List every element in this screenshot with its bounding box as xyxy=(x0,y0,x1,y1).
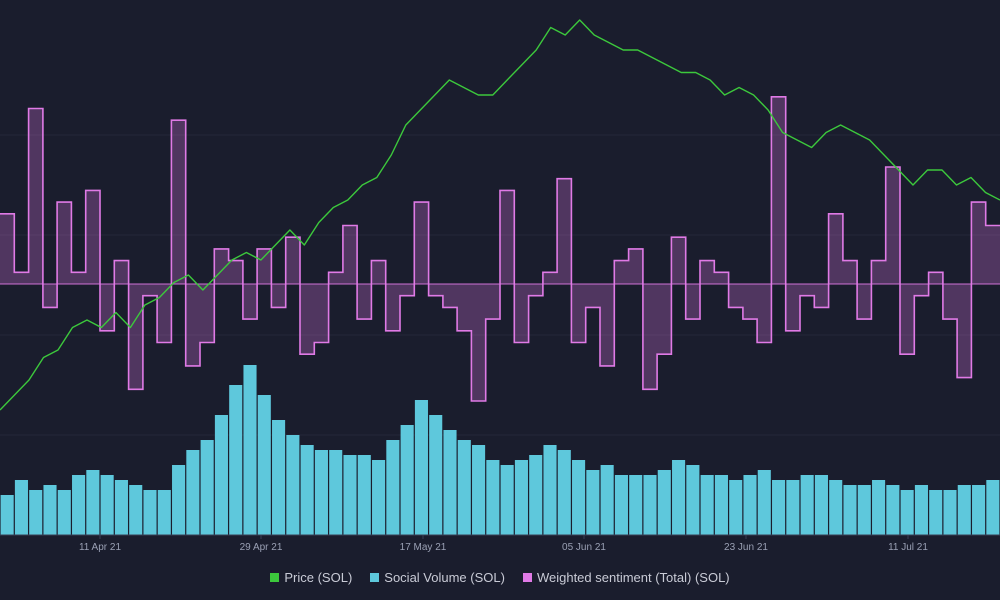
social-volume-bar xyxy=(800,475,814,535)
social-volume-bars xyxy=(0,365,1000,535)
social-volume-bar xyxy=(857,485,871,535)
legend: Price (SOL) Social Volume (SOL) Weighted… xyxy=(0,566,1000,588)
social-volume-bar xyxy=(114,480,128,535)
social-volume-bar xyxy=(657,470,671,535)
legend-swatch-weighted-sentiment xyxy=(522,572,532,582)
chart-plot[interactable]: 11 Apr 21 29 Apr 21 17 May 21 05 Jun 21 23 J… xyxy=(0,0,1000,560)
social-volume-bar xyxy=(872,480,886,535)
social-volume-bar xyxy=(172,465,186,535)
social-volume-bar xyxy=(814,475,828,535)
social-volume-bar xyxy=(357,455,371,535)
social-volume-bar xyxy=(0,495,14,535)
legend-label-price: Price (SOL) xyxy=(284,569,353,585)
social-volume-bar xyxy=(143,490,157,535)
legend-label-weighted-sentiment: Weighted sentiment (Total) (SOL) xyxy=(536,569,730,585)
legend-item-social-volume[interactable]: Social Volume (SOL) xyxy=(370,570,505,585)
social-volume-bar xyxy=(914,485,928,535)
social-volume-bar xyxy=(457,440,471,535)
social-volume-bar xyxy=(957,485,971,535)
social-volume-bar xyxy=(157,490,171,535)
social-volume-bar xyxy=(100,475,114,535)
social-volume-bar xyxy=(386,440,400,535)
social-volume-bar xyxy=(300,445,314,535)
legend-swatch-price xyxy=(270,572,280,582)
social-volume-bar xyxy=(500,465,514,535)
social-volume-bar xyxy=(14,480,28,535)
social-volume-bar xyxy=(700,475,714,535)
legend-item-weighted-sentiment[interactable]: Weighted sentiment (Total) (SOL) xyxy=(522,569,730,585)
social-volume-bar xyxy=(786,480,800,535)
x-tick-label: 17 May 21 xyxy=(400,542,447,553)
social-volume-bar xyxy=(429,415,443,535)
social-volume-bar xyxy=(72,475,86,535)
social-volume-bar xyxy=(929,490,943,535)
social-volume-bar xyxy=(514,460,528,535)
social-volume-bar xyxy=(43,485,57,535)
social-volume-bar xyxy=(943,490,957,535)
social-volume-bar xyxy=(229,385,243,535)
social-volume-bar xyxy=(600,465,614,535)
legend-label-social-volume: Social Volume (SOL) xyxy=(384,569,505,585)
social-volume-bar xyxy=(572,460,586,535)
social-volume-bar xyxy=(643,475,657,535)
social-volume-bar xyxy=(986,480,1000,535)
sentiment-area xyxy=(0,96,1000,402)
social-volume-bar xyxy=(129,485,143,535)
social-volume-bar xyxy=(329,450,343,535)
social-volume-bar xyxy=(829,480,843,535)
x-tick-label: 05 Jun 21 xyxy=(562,542,606,553)
social-volume-bar xyxy=(900,490,914,535)
price-line-layer xyxy=(0,19,1000,411)
social-volume-bar xyxy=(272,420,286,535)
social-volume-bar xyxy=(186,450,200,535)
price-line xyxy=(0,19,1000,411)
social-volume-bar xyxy=(200,440,214,535)
social-volume-bar xyxy=(86,470,100,535)
social-volume-bar xyxy=(543,445,557,535)
grid-lines xyxy=(0,134,1000,436)
social-volume-bar xyxy=(686,465,700,535)
social-volume-bar xyxy=(729,480,743,535)
social-volume-bar xyxy=(343,455,357,535)
social-volume-bar xyxy=(886,485,900,535)
social-volume-bar xyxy=(286,435,300,535)
social-volume-bar xyxy=(372,460,386,535)
social-volume-bar xyxy=(29,490,43,535)
legend-item-price[interactable]: Price (SOL) xyxy=(270,570,352,585)
x-tick-label: 11 Jul 21 xyxy=(888,542,928,553)
x-tick-label: 29 Apr 21 xyxy=(240,542,283,553)
social-volume-bar xyxy=(257,395,271,535)
social-volume-bar xyxy=(486,460,500,535)
social-volume-bar xyxy=(629,475,643,535)
social-volume-bar xyxy=(243,365,257,535)
social-volume-bar xyxy=(714,475,728,535)
social-volume-bar xyxy=(414,400,428,535)
x-axis-ticks: 11 Apr 21 29 Apr 21 17 May 21 05 Jun 21 23 J… xyxy=(79,535,928,553)
social-volume-bar xyxy=(557,450,571,535)
social-volume-bar xyxy=(472,445,486,535)
social-volume-bar xyxy=(757,470,771,535)
social-volume-bar xyxy=(586,470,600,535)
social-volume-bar xyxy=(57,490,71,535)
social-volume-bar xyxy=(843,485,857,535)
social-volume-bar xyxy=(214,415,228,535)
social-volume-bar xyxy=(743,475,757,535)
sentiment-line xyxy=(0,96,1000,402)
social-volume-bar xyxy=(529,455,543,535)
social-volume-bar xyxy=(400,425,414,535)
social-volume-bar xyxy=(443,430,457,535)
x-tick-label: 11 Apr 21 xyxy=(79,542,122,553)
social-volume-bar xyxy=(672,460,686,535)
social-volume-bar xyxy=(772,480,786,535)
legend-swatch-social-volume xyxy=(370,572,380,582)
social-volume-bar xyxy=(614,475,628,535)
x-tick-label: 23 Jun 21 xyxy=(724,542,768,553)
social-volume-bar xyxy=(314,450,328,535)
social-volume-bar xyxy=(972,485,986,535)
